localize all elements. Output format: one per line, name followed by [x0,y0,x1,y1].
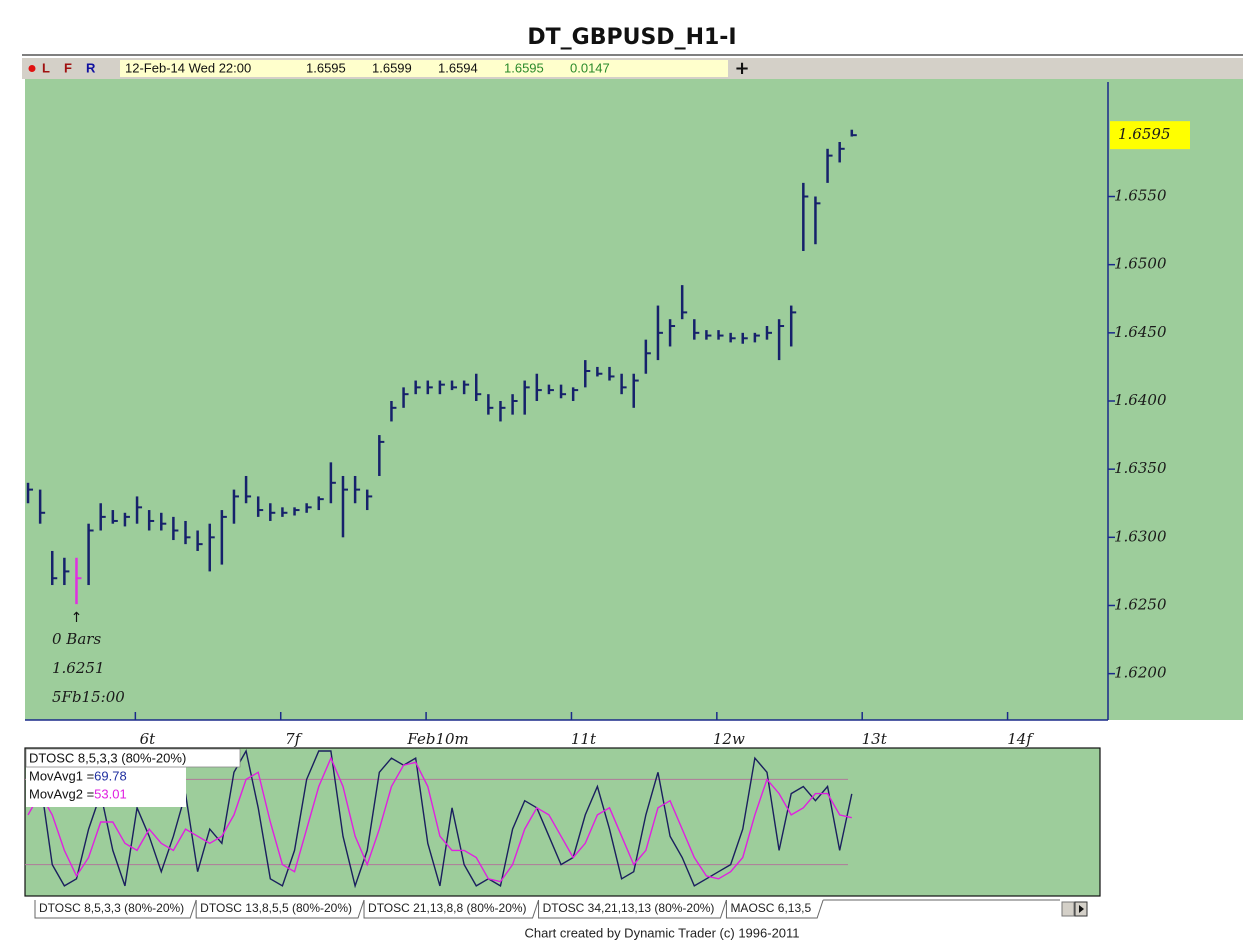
y-tick-label: 1.6200 [1114,664,1167,682]
tab-label[interactable]: MAOSC 6,13,5 [730,901,811,915]
tab-label[interactable]: DTOSC 21,13,8,8 (80%-20%) [368,901,527,915]
x-tick-label: 7f [285,730,303,748]
oscillator-line [27,749,853,889]
y-tick-label: 1.6350 [1114,459,1167,477]
legend-value: 69.78 [94,768,127,783]
toolbar-dot [28,65,36,72]
tab-label[interactable]: DTOSC 8,5,3,3 (80%-20%) [39,901,184,915]
tab-strip [25,898,1100,918]
x-tick-label: 13t [862,730,888,748]
legend-name: MovAvg1 = [29,768,94,783]
x-tick-label: 12w [713,730,745,748]
y-tick-label: 1.6500 [1114,255,1167,273]
toolbar-open: 1.6595 [306,60,346,75]
toolbar-letter[interactable]: F [64,60,72,75]
x-tick-label: 11t [571,730,597,748]
annotation-text: 1.6251 [52,659,105,677]
legend-name: MovAvg2 = [29,786,94,801]
toolbar-change: 0.0147 [570,60,610,75]
tab-outline[interactable] [363,899,540,919]
annotation-text: 5Fb15:00 [52,688,125,706]
y-tick-label: 1.6400 [1114,391,1167,409]
legend-value: 53.01 [94,786,127,801]
tab-label[interactable]: DTOSC 34,21,13,13 (80%-20%) [543,901,715,915]
toolbar-high: 1.6599 [372,60,412,75]
price-pane: 1.6200 1.6250 1.6300 1.6350 1.6400 1.6450 1.65… [25,79,1243,748]
x-tick-label: 14f [1007,730,1034,748]
last-price-label: 1.6595 [1118,125,1171,143]
tab-outline[interactable] [34,899,197,919]
oscillator-background [24,747,1101,897]
annotation-arrow: ↑ [71,610,83,626]
tab-scroll-left[interactable] [1061,901,1075,917]
toolbar-low: 1.6594 [438,60,478,75]
toolbar-datetime: 12-Feb-14 Wed 22:00 [125,60,251,75]
oscillator-line [27,756,852,883]
tab-bar: DTOSC 8,5,3,3 (80%-20%) DTOSC 13,8,5,5 (8… [25,898,1100,940]
toolbar-close: 1.6595 [504,60,544,75]
toolbar-readout [120,60,728,77]
chart-title: DT_GBPUSD_H1-I [527,25,736,50]
oscillator-title: DTOSC 8,5,3,3 (80%-20%) [29,750,186,765]
tab-label[interactable]: DTOSC 13,8,5,5 (80%-20%) [200,901,352,915]
tab-outline[interactable] [195,899,365,919]
toolbar-letter[interactable]: L [42,60,50,75]
oscillator-title-box [25,748,241,768]
tab-outline[interactable] [538,899,727,919]
x-tick-label: 6t [140,730,157,748]
last-price-box [1110,121,1190,150]
y-tick-label: 1.6450 [1114,323,1167,341]
x-tick-label: Feb10m [406,730,468,748]
y-tick-label: 1.6300 [1114,527,1167,545]
tab-outline[interactable] [725,899,824,919]
crosshair-icon[interactable]: + [734,58,749,79]
y-tick-label: 1.6550 [1114,187,1167,205]
annotation-text: 0 Bars [52,630,101,648]
y-tick-label: 1.6250 [1114,595,1167,613]
toolbar-letter[interactable]: R [86,60,96,75]
oscillator-pane: DTOSC 8,5,3,3 (80%-20%) MovAvg1 = 69.78Mov… [24,747,1101,897]
footer: Chart created by Dynamic Trader (c) 1996… [524,925,799,940]
tab-scroll-arrow [1079,905,1084,913]
